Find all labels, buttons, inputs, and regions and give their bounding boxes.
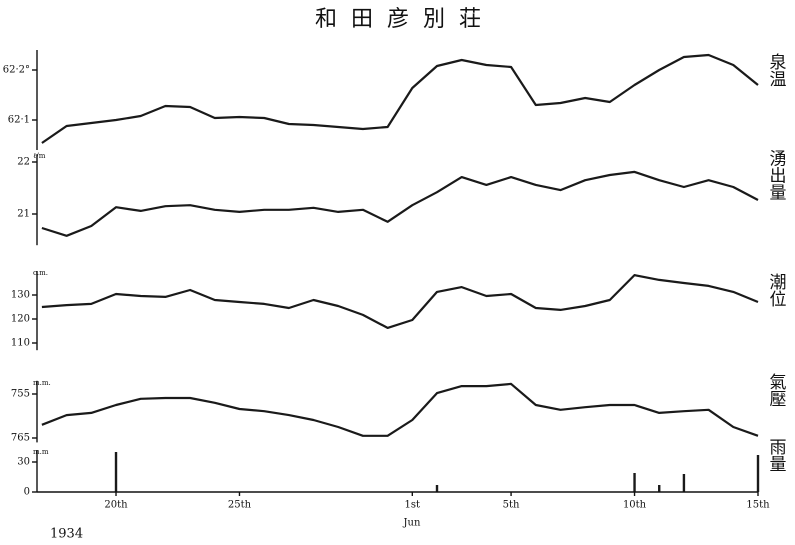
y-tick-label: 62·1	[8, 115, 30, 126]
data-line	[41, 382, 759, 437]
y-tick-label: 110	[11, 338, 30, 349]
year-label: 1934	[50, 527, 83, 542]
rain-bar	[682, 474, 686, 492]
x-tick-label: 15th	[746, 500, 770, 511]
x-tick-label: 10th	[623, 500, 647, 511]
data-line	[41, 53, 759, 144]
unit-label: c.m.	[33, 269, 48, 277]
y-tick-label: 0	[24, 487, 30, 498]
y-tick-label: 21	[17, 209, 30, 220]
data-line	[41, 274, 759, 329]
panel-label: 潮位	[766, 273, 787, 307]
rain-bar	[756, 455, 760, 492]
x-tick-label: 25th	[228, 500, 252, 511]
rain-bar	[633, 473, 636, 492]
y-tick-label: 755	[11, 389, 30, 400]
data-line	[41, 170, 759, 237]
chart-title: 和田彦別荘	[315, 7, 495, 32]
x-tick-label: 20th	[104, 500, 128, 511]
y-tick-label: 765	[11, 433, 30, 444]
rain-bar	[114, 452, 118, 492]
panel-label: 雨量	[766, 438, 787, 472]
month-label: Jun	[403, 518, 421, 529]
unit-label: ℓ/m	[33, 152, 46, 160]
rain-bar	[658, 485, 661, 492]
x-tick-label: 1st	[405, 500, 421, 511]
rain-bar	[435, 485, 439, 492]
y-tick-label: 62·2°	[3, 65, 30, 76]
unit-label: m.m	[33, 448, 49, 456]
x-tick-label: 5th	[503, 500, 520, 511]
panel-label: 湧出量	[766, 149, 787, 200]
y-tick-label: 120	[11, 314, 30, 325]
panel-label: 泉温	[766, 53, 787, 87]
y-tick-label: 30	[17, 457, 30, 468]
unit-label: m.m.	[33, 379, 51, 387]
y-tick-label: 130	[11, 290, 30, 301]
panel-label: 氣壓	[766, 373, 787, 407]
y-tick-label: 22	[17, 157, 30, 168]
